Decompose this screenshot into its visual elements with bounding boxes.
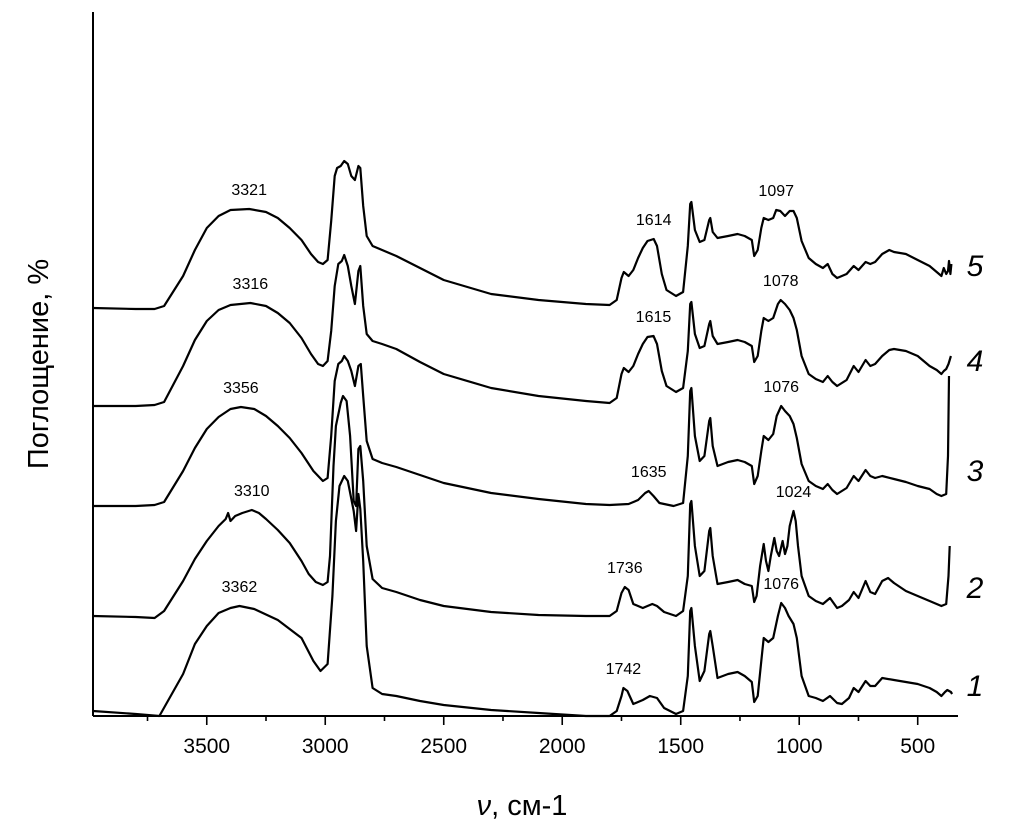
peak-label: 1615 xyxy=(636,309,672,326)
peak-label: 1076 xyxy=(763,576,799,593)
x-tick-label: 500 xyxy=(900,735,935,758)
peak-label: 1097 xyxy=(758,183,794,200)
x-tick-label: 1500 xyxy=(657,735,704,758)
curve-number-labels: 5 4 3 2 1 xyxy=(966,250,984,703)
curve-id-4: 4 xyxy=(967,345,984,378)
curve-id-2: 2 xyxy=(966,572,984,605)
x-axis-unit: , см-1 xyxy=(491,790,567,822)
peak-label: 3362 xyxy=(222,579,258,596)
peak-label: 1078 xyxy=(763,273,799,290)
x-axis-ticks xyxy=(146,716,919,725)
x-axis-symbol: ν xyxy=(477,790,492,822)
x-tick-label: 3500 xyxy=(183,735,230,758)
spectra-series xyxy=(92,159,954,718)
peak-label: 3321 xyxy=(231,182,267,199)
x-tick-label: 1000 xyxy=(776,735,823,758)
peak-label: 1614 xyxy=(636,212,672,229)
spectrum-line-3 xyxy=(93,354,951,508)
curve-id-5: 5 xyxy=(967,250,984,283)
peak-label: 3356 xyxy=(223,380,259,397)
peak-labels: 3321 1614 1097 3316 1615 1078 3356 1635 1076 3310… xyxy=(222,182,812,678)
curve-id-3: 3 xyxy=(967,455,984,488)
peak-label: 1742 xyxy=(606,661,642,678)
peak-label: 3310 xyxy=(234,483,270,500)
x-tick-label: 2500 xyxy=(420,735,467,758)
x-tick-label: 2000 xyxy=(539,735,586,758)
curve-id-1: 1 xyxy=(967,670,984,703)
peak-label: 1635 xyxy=(631,464,667,481)
y-axis-title: Поглощение, % xyxy=(23,259,55,469)
peak-label: 1076 xyxy=(763,379,799,396)
spectrum-line-4 xyxy=(93,253,952,408)
peak-label: 1736 xyxy=(607,560,643,577)
x-tick-labels: 3500 3000 2500 2000 1500 1000 500 xyxy=(183,735,935,758)
spectrum-line-5 xyxy=(92,159,953,311)
spectrum-line-1 xyxy=(92,474,954,718)
peak-label: 3316 xyxy=(233,276,269,293)
x-axis-title: ν, см-1 xyxy=(477,790,568,822)
spectrum-line-2 xyxy=(92,394,951,620)
peak-label: 1024 xyxy=(776,484,812,501)
x-tick-label: 3000 xyxy=(302,735,349,758)
